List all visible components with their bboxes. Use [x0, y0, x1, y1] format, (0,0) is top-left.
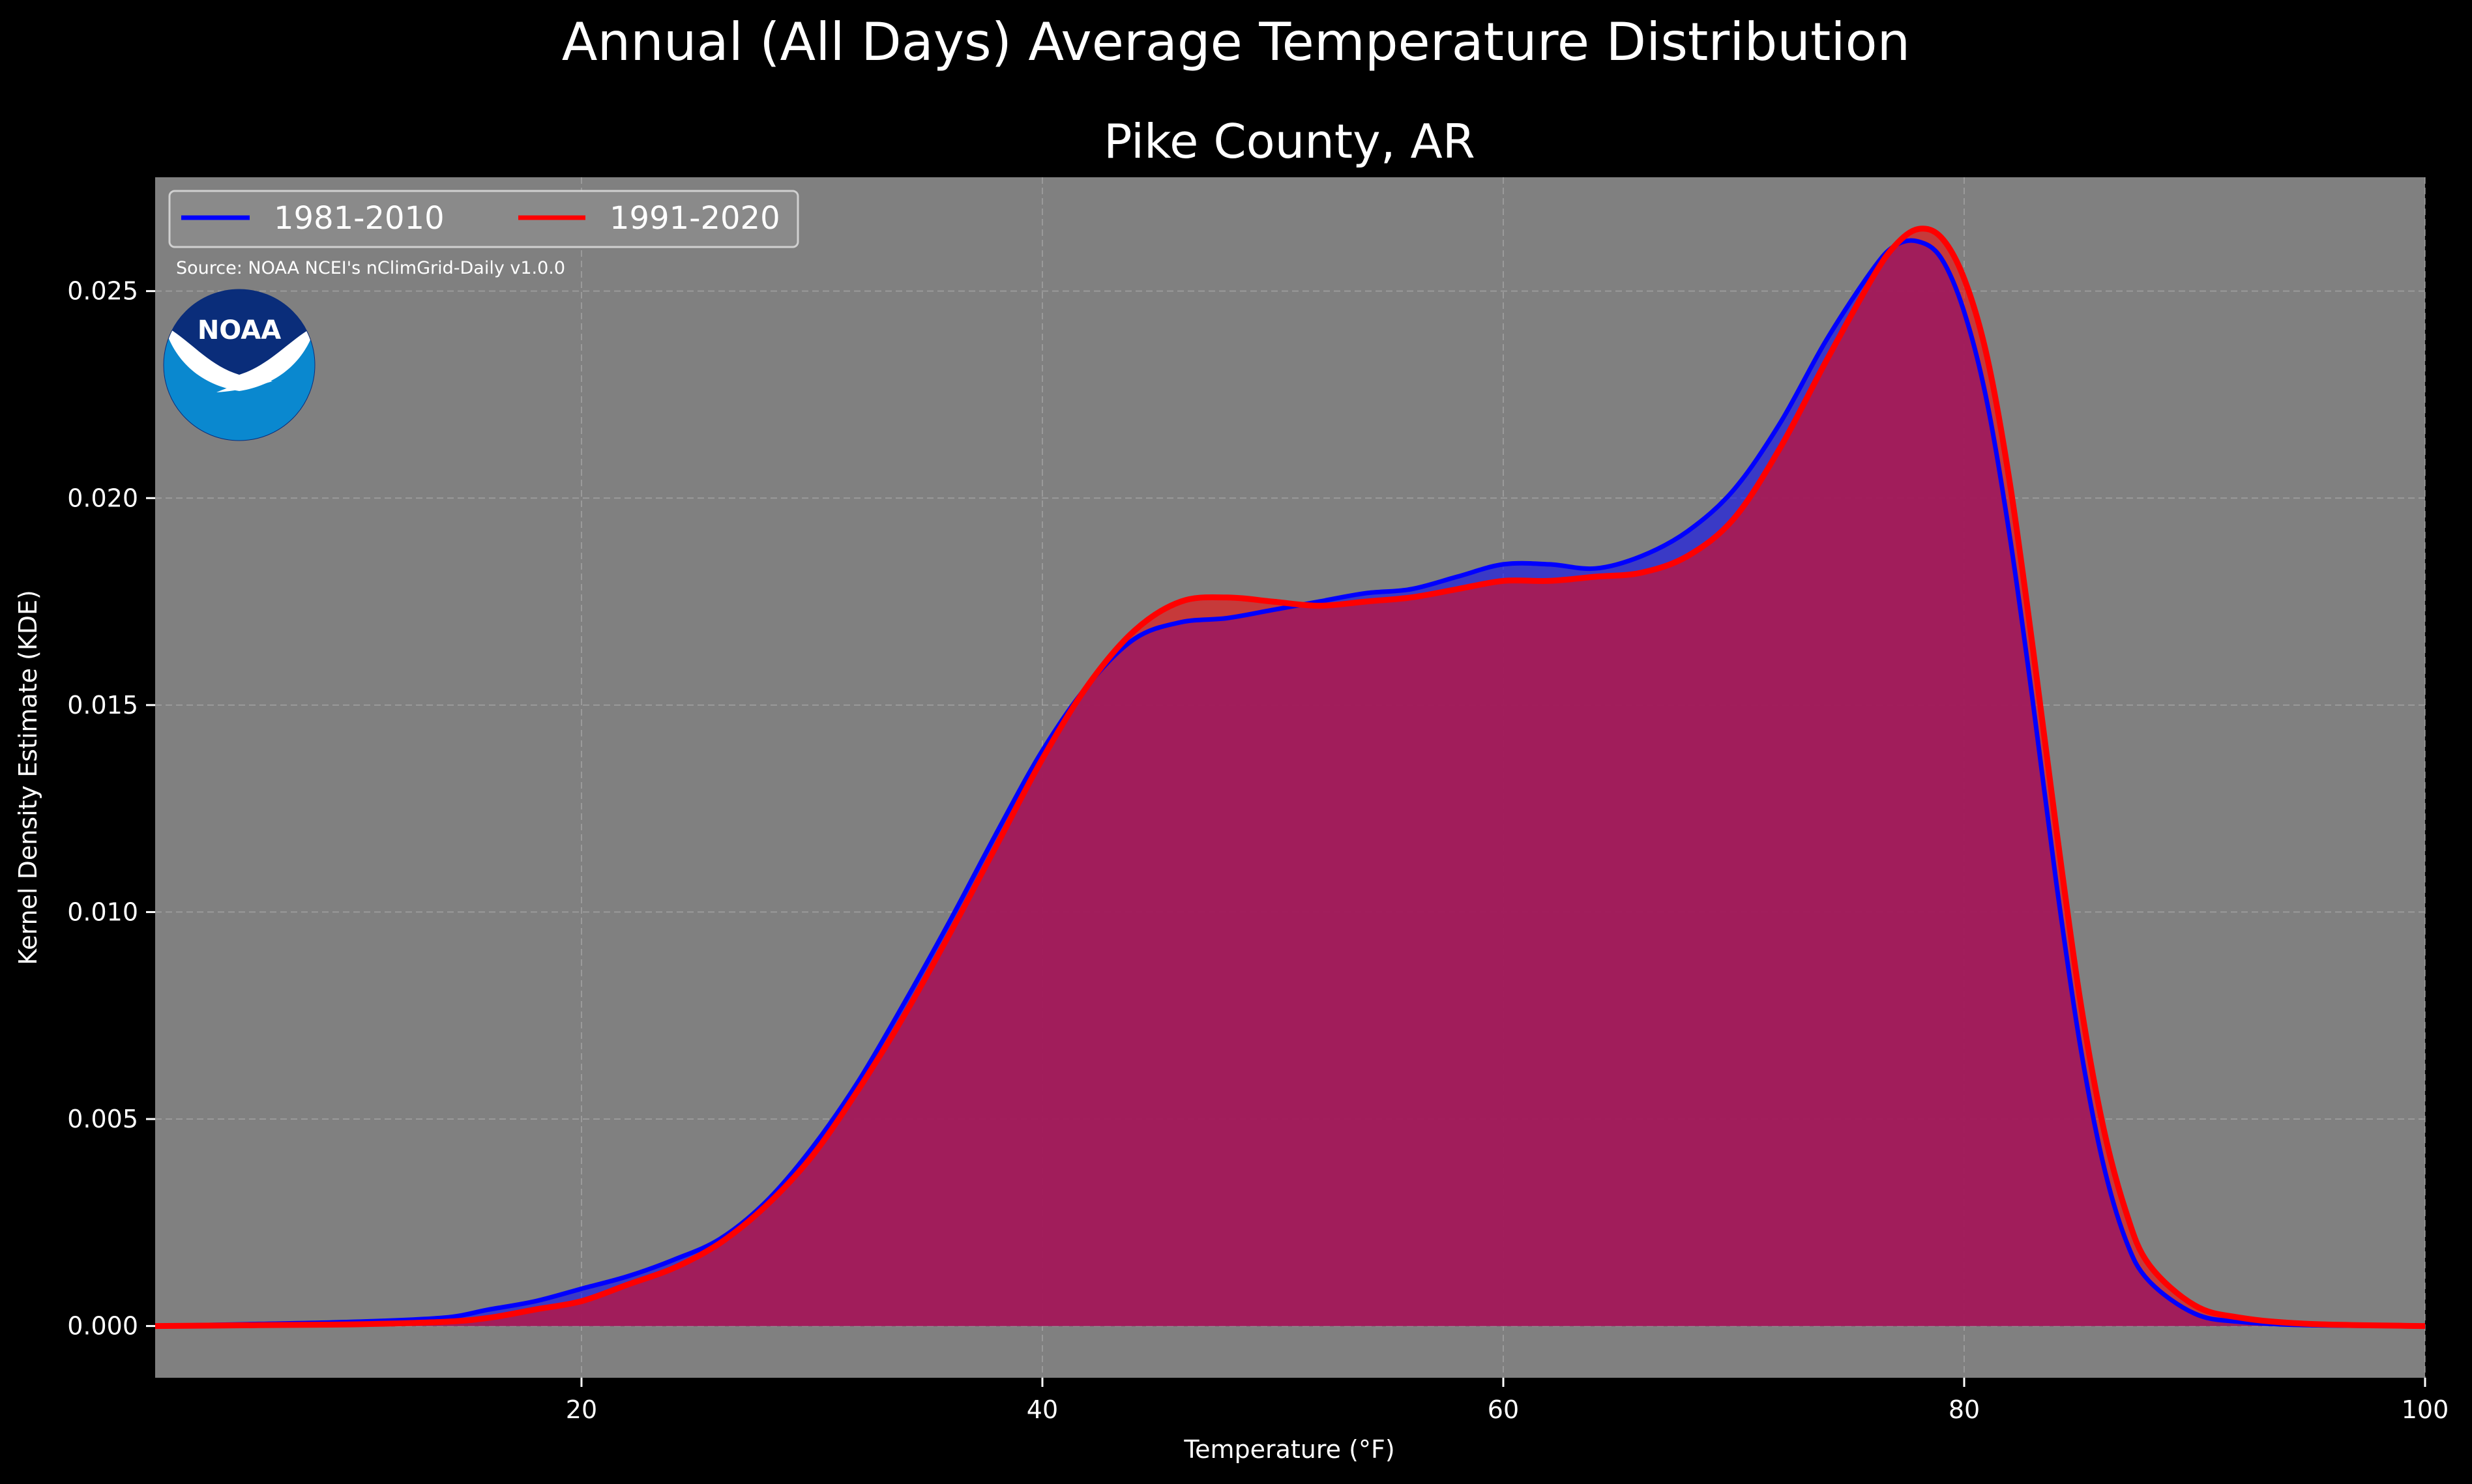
legend-label-1981-2010: 1981-2010: [274, 200, 445, 237]
chart-title: Pike County, AR: [1104, 114, 1475, 169]
y-tick-label: 0.020: [67, 484, 138, 512]
chart-suptitle: Annual (All Days) Average Temperature Di…: [562, 12, 1910, 72]
y-tick-label: 0.015: [67, 691, 138, 720]
y-tick-label: 0.000: [67, 1312, 138, 1341]
y-axis-label: Kernel Density Estimate (KDE): [14, 590, 42, 965]
x-tick-label: 60: [1488, 1395, 1519, 1424]
series-layer: [155, 226, 2425, 1330]
y-tick-label: 0.010: [67, 897, 138, 926]
x-tick-label: 20: [566, 1395, 597, 1424]
noaa-logo: NOAA: [163, 289, 316, 441]
source-note: Source: NOAA NCEI's nClimGrid-Daily v1.0…: [176, 258, 565, 278]
y-axis: 0.000 0.005 0.010 0.015 0.020 0.025: [67, 277, 155, 1341]
legend: 1981-2010 1991-2020: [168, 190, 799, 248]
x-axis-label: Temperature (°F): [1183, 1435, 1394, 1464]
noaa-logo-text: NOAA: [198, 315, 281, 345]
area-overlap: [155, 240, 2425, 1326]
x-tick-label: 100: [2402, 1395, 2449, 1424]
bird-icon: [164, 326, 315, 391]
legend-label-1991-2020: 1991-2020: [610, 200, 780, 237]
x-tick-label: 80: [1949, 1395, 1980, 1424]
y-tick-label: 0.025: [67, 277, 138, 306]
series-line-1991-2020: [155, 226, 2425, 1330]
x-axis: 20 40 60 80 100: [566, 1378, 2449, 1424]
y-tick-label: 0.005: [67, 1105, 138, 1133]
series-line-1981-2010: [155, 238, 2425, 1329]
legend-frame: [168, 190, 799, 248]
x-tick-label: 40: [1027, 1395, 1058, 1424]
